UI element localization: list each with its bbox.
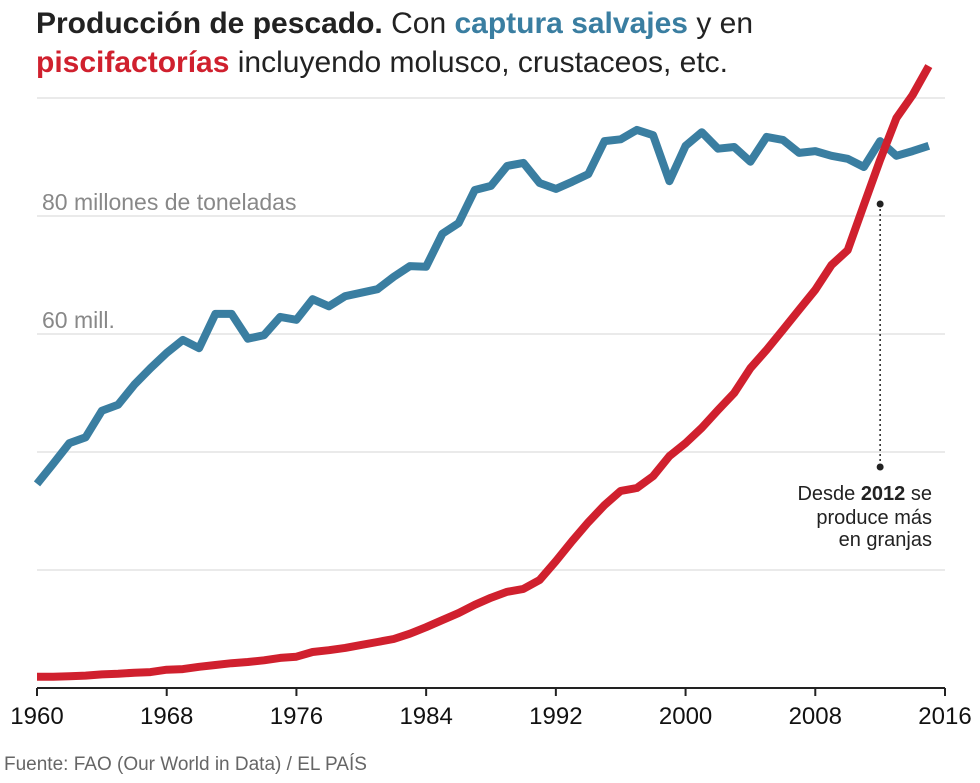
y-tick-label: 60 mill.: [42, 307, 115, 333]
x-tick-label: 2016: [918, 703, 971, 730]
x-tick-label: 1984: [399, 703, 452, 730]
title-part: incluyendo molusco, crustaceos, etc.: [238, 46, 728, 79]
legend-label: piscifactorías: [36, 46, 229, 79]
x-tick-label: 1968: [140, 703, 193, 730]
legend-label: captura salvajes: [454, 7, 687, 40]
title-part: y en: [696, 7, 753, 40]
x-tick-label: 1960: [10, 703, 63, 730]
annotation-text: Desde: [797, 483, 855, 505]
annotation-year: 2012: [861, 483, 906, 505]
data-line: [33, 125, 931, 487]
x-tick-label: 2000: [659, 703, 712, 730]
data-line: [37, 64, 933, 681]
annotation-dot: [876, 200, 884, 208]
chart-title: piscifactorías incluyendo molusco, crust…: [36, 46, 728, 79]
annotation: produce más: [816, 507, 932, 529]
annotation-text: se: [911, 483, 932, 505]
title-part: Con: [391, 7, 446, 40]
chart-title: Producción de pescado. Con captura salva…: [36, 7, 753, 40]
x-tick-label: 1992: [529, 703, 582, 730]
title-part: Producción de pescado.: [36, 7, 383, 40]
y-tick-label: 80 millones de toneladas: [42, 189, 296, 215]
annotation: Desde 2012 se: [797, 483, 932, 505]
annotation: en granjas: [839, 529, 932, 551]
source: Fuente: FAO (Our World in Data) / EL PAÍ…: [4, 754, 367, 775]
annotation-dot: [876, 463, 884, 471]
x-tick-label: 1976: [270, 703, 323, 730]
x-tick-label: 2008: [789, 703, 842, 730]
